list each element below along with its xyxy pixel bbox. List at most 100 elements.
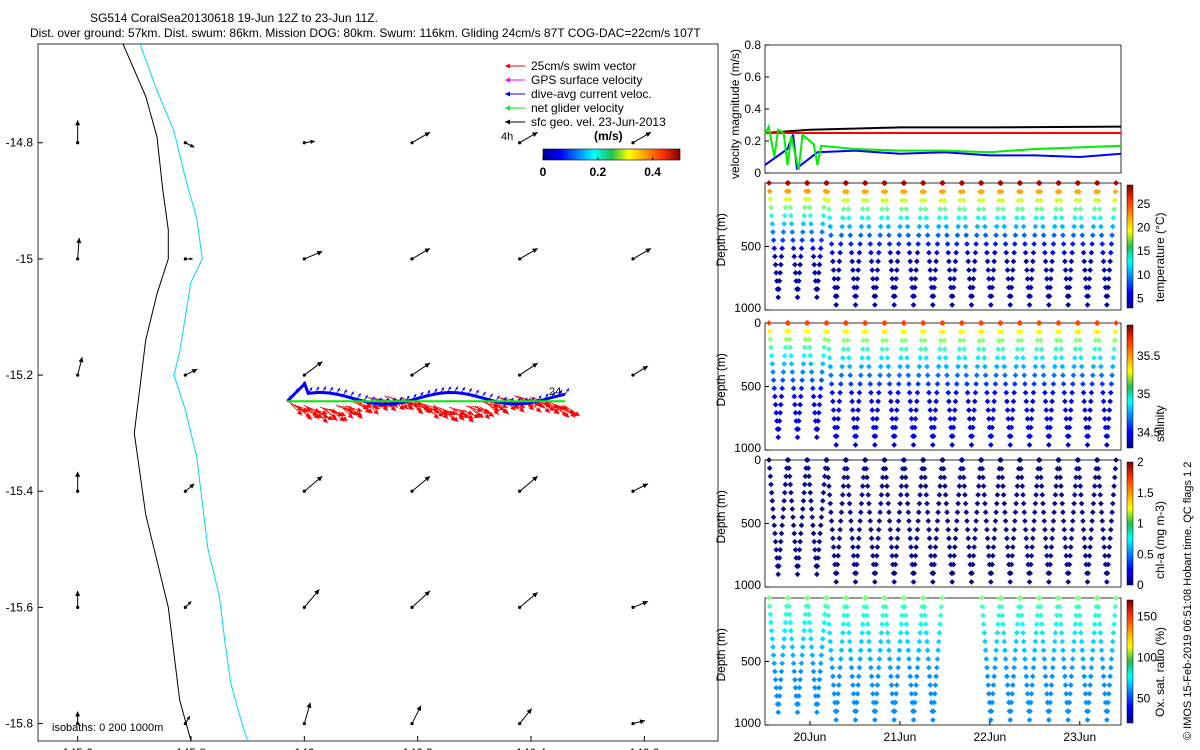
salinity-ylabel: Depth (m) xyxy=(714,353,728,406)
salinity-sample xyxy=(931,415,938,422)
temperature-sample xyxy=(892,293,898,300)
salinity-sample xyxy=(834,433,840,440)
salinity-sample xyxy=(1067,415,1073,422)
chlorophyll-sample xyxy=(955,492,962,498)
swim-vector-arrow-head xyxy=(342,416,348,422)
salinity-sample xyxy=(978,320,985,326)
chlorophyll-sample xyxy=(856,526,863,533)
temperature-sample xyxy=(865,215,872,221)
oxygen-sample xyxy=(1113,595,1119,601)
chlorophyll-sample xyxy=(1106,544,1113,550)
chlorophyll-sample xyxy=(989,561,995,568)
salinity-sample xyxy=(1066,424,1073,431)
swim-vector-arrow-head xyxy=(365,403,372,409)
oxygen-sample xyxy=(858,638,865,645)
temperature-sample xyxy=(1100,249,1106,256)
chlorophyll-sample xyxy=(858,500,865,507)
chlorophyll-sample xyxy=(953,526,959,533)
salinity-sample xyxy=(866,363,872,370)
salinity-sample xyxy=(917,346,924,352)
temperature-sample xyxy=(772,261,779,268)
chlorophyll-sample xyxy=(1030,526,1037,533)
salinity-sample xyxy=(1056,320,1062,326)
temperature-sample xyxy=(954,232,961,239)
chlorophyll-sample xyxy=(1058,483,1064,489)
salinity-sample xyxy=(835,415,841,422)
salinity-sample xyxy=(788,360,795,367)
salinity-sample xyxy=(1099,381,1106,387)
temperature-sample xyxy=(907,258,914,265)
salinity-sample xyxy=(865,355,872,361)
oxygen-sample xyxy=(826,621,832,627)
salinity-sample xyxy=(1049,389,1056,396)
salinity-sample xyxy=(894,398,901,405)
temperature-sample xyxy=(1049,249,1056,256)
temperature-sample xyxy=(781,220,787,227)
temperature-sample xyxy=(1060,232,1066,239)
dac-vector-arrow-head xyxy=(344,389,347,393)
temperature-cbar-label: temperature (°C) xyxy=(1153,213,1167,303)
chlorophyll-sample xyxy=(1032,500,1039,507)
salinity-sample xyxy=(935,363,942,370)
temperature-sample xyxy=(855,258,862,265)
salinity-sample xyxy=(873,424,879,431)
oxygen-sample xyxy=(1013,638,1019,645)
chlorophyll-sample xyxy=(895,526,901,533)
oxygen-sample xyxy=(1070,647,1077,654)
chlorophyll-sample xyxy=(933,535,939,542)
oxygen-sample xyxy=(882,595,888,601)
oxygen-sample xyxy=(910,717,917,723)
chlorophyll-sample xyxy=(973,518,979,524)
chlorophyll-sample xyxy=(935,500,942,507)
salinity-sample xyxy=(1106,407,1113,413)
chlorophyll-sample xyxy=(786,473,793,480)
temperature-sample xyxy=(797,253,804,260)
temperature-sample xyxy=(1040,232,1047,239)
dac-vector-arrow-head xyxy=(309,387,313,391)
map-axes xyxy=(37,43,719,742)
salinity-sample xyxy=(809,377,816,383)
geo-velocity-arrow-head xyxy=(532,363,538,368)
chlorophyll-sample xyxy=(949,579,956,585)
oxygen-sample xyxy=(801,619,808,626)
salinity-sample xyxy=(1033,355,1039,361)
chlorophyll-sample xyxy=(854,552,861,559)
oxygen-sample xyxy=(986,690,992,697)
chlorophyll-sample xyxy=(837,518,844,524)
salinity-sample xyxy=(946,407,953,413)
chlorophyll-sample xyxy=(886,518,893,524)
oxygen-sample xyxy=(920,595,927,601)
salinity-sample xyxy=(805,328,812,334)
salinity-sample xyxy=(817,393,823,400)
salinity-sample xyxy=(990,407,997,413)
chlorophyll-sample xyxy=(828,518,835,524)
salinity-sample xyxy=(901,320,908,326)
chlorophyll-sample xyxy=(815,555,821,561)
temperature-sample xyxy=(1038,197,1044,204)
chlorophyll-sample xyxy=(1018,474,1025,481)
salinity-sample xyxy=(926,389,932,396)
swim-vector-arrow-head xyxy=(528,404,534,411)
chlorophyll-sample xyxy=(1053,474,1060,481)
chlorophyll-sample xyxy=(1100,535,1107,542)
chlorophyll-cbar-tick-label: 2 xyxy=(1137,455,1144,469)
salinity-sample xyxy=(1022,381,1028,387)
temperature-sample xyxy=(1111,206,1117,212)
salinity-sample xyxy=(844,328,850,335)
chlorophyll-cbar-tick-label: 1.5 xyxy=(1137,486,1154,500)
chlorophyll-sample xyxy=(1104,570,1111,577)
chlorophyll-sample xyxy=(972,526,979,533)
chlorophyll-sample xyxy=(1063,552,1070,559)
temperature-sample xyxy=(789,229,796,235)
salinity-sample xyxy=(930,433,937,440)
temperature-sample xyxy=(1046,302,1052,308)
temperature-sample xyxy=(776,286,782,292)
chlorophyll-sample xyxy=(1024,552,1031,559)
oxygen-sample xyxy=(1087,682,1093,688)
salinity-sample xyxy=(833,442,840,448)
oxygen-sample xyxy=(989,690,996,697)
salinity-sample xyxy=(868,398,875,405)
temperature-sample xyxy=(988,302,994,308)
oxygen-sample xyxy=(781,635,787,642)
chlorophyll-sample xyxy=(1007,579,1014,585)
